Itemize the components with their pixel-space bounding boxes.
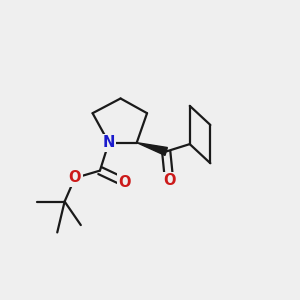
Text: N: N xyxy=(103,135,115,150)
Text: O: O xyxy=(69,170,81,185)
Polygon shape xyxy=(137,142,167,155)
Text: O: O xyxy=(163,173,175,188)
Text: O: O xyxy=(119,175,131,190)
